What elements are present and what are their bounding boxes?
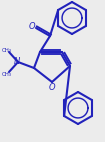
Text: CH₃: CH₃ <box>2 48 12 53</box>
Text: CH₃: CH₃ <box>2 72 12 77</box>
Text: O: O <box>49 83 55 91</box>
Text: N: N <box>14 57 20 65</box>
Text: O: O <box>29 21 35 31</box>
